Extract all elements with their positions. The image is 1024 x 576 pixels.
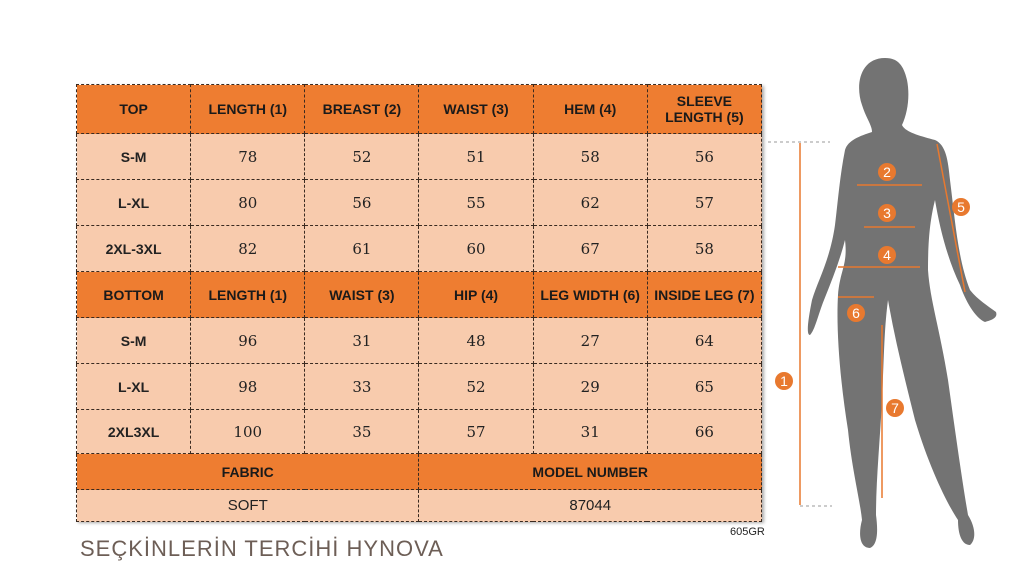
measurement-value: 61 (304, 225, 420, 272)
measurement-value: 82 (190, 225, 306, 272)
measurement-value: 51 (418, 133, 534, 180)
measurement-value: 62 (532, 179, 648, 226)
measurement-value: 57 (646, 179, 763, 226)
marker-circle (878, 163, 896, 181)
header-cell: WAIST (3) (418, 84, 534, 134)
measurement-value: 66 (646, 409, 763, 454)
measurement-value: 52 (418, 363, 534, 410)
model-number-header: MODEL NUMBER (418, 453, 762, 490)
header-cell: LENGTH (1) (190, 271, 306, 318)
measurement-value: 98 (190, 363, 306, 410)
measurement-value: 48 (418, 317, 534, 364)
measurement-value: 52 (304, 133, 420, 180)
measurement-value: 100 (190, 409, 306, 454)
fabric-header: FABRIC (75, 453, 420, 490)
measurement-lines (768, 141, 966, 507)
measurement-value: 31 (304, 317, 420, 364)
measurement-value: 31 (532, 409, 648, 454)
measurement-value: 96 (190, 317, 306, 364)
marker-circle (886, 399, 904, 417)
watermark: SEÇKİNLERİN TERCİHİ HYNOVA (80, 536, 444, 561)
product-code: 605GR (730, 526, 765, 538)
marker-number: 3 (883, 205, 891, 221)
markers: 1 2 3 4 5 6 7 (775, 163, 970, 417)
size-row: S-M 78 52 51 58 56 (75, 133, 763, 180)
header-cell: TOP (75, 84, 192, 134)
measurement-value: 27 (532, 317, 648, 364)
size-row: 2XL3XL 100 35 57 31 66 (75, 409, 763, 454)
size-row: L-XL 80 56 55 62 57 (75, 179, 763, 226)
measurement-value: 78 (190, 133, 306, 180)
header-cell: LENGTH (1) (190, 84, 306, 134)
marker-number: 5 (957, 199, 965, 215)
measurement-value: 57 (418, 409, 534, 454)
fabric-value: SOFT (75, 489, 420, 522)
measurement-value: 56 (646, 133, 763, 180)
header-cell: INSIDE LEG (7) (646, 271, 763, 318)
marker-circle (878, 246, 896, 264)
bottom-header-row: BOTTOM LENGTH (1) WAIST (3) HIP (4) LEG … (75, 271, 763, 318)
measurement-value: 80 (190, 179, 306, 226)
header-cell: HEM (4) (532, 84, 648, 134)
marker-number: 6 (852, 305, 860, 321)
size-label: 2XL3XL (75, 409, 192, 454)
measurement-value: 65 (646, 363, 763, 410)
measurement-value: 56 (304, 179, 420, 226)
body-measurement-figure: 1 2 3 4 5 6 7 (768, 58, 997, 548)
marker-circle (775, 372, 793, 390)
measurement-value: 67 (532, 225, 648, 272)
model-number-value: 87044 (418, 489, 762, 522)
header-cell: HIP (4) (418, 271, 534, 318)
measurement-value: 55 (418, 179, 534, 226)
measurement-value: 60 (418, 225, 534, 272)
measurement-value: 35 (304, 409, 420, 454)
header-cell: SLEEVE LENGTH (5) (646, 84, 763, 134)
info-header-row: FABRIC MODEL NUMBER (75, 453, 762, 490)
header-cell: WAIST (3) (304, 271, 420, 318)
size-row: L-XL 98 33 52 29 65 (75, 363, 763, 410)
marker-number: 1 (780, 373, 788, 389)
marker-number: 7 (891, 400, 899, 416)
top-header-row: TOP LENGTH (1) BREAST (2) WAIST (3) HEM … (75, 84, 763, 134)
size-label: S-M (75, 133, 192, 180)
marker-circle (878, 204, 896, 222)
measurement-value: 29 (532, 363, 648, 410)
size-label: S-M (75, 317, 192, 364)
measurement-value: 58 (532, 133, 648, 180)
header-cell: LEG WIDTH (6) (532, 271, 648, 318)
measurement-value: 58 (646, 225, 763, 272)
size-label: L-XL (75, 363, 192, 410)
silhouette (807, 58, 997, 548)
size-chart-table: TOP LENGTH (1) BREAST (2) WAIST (3) HEM … (75, 84, 763, 522)
size-row: S-M 96 31 48 27 64 (75, 317, 763, 364)
marker-number: 2 (883, 164, 891, 180)
marker-circle (847, 304, 865, 322)
size-row: 2XL-3XL 82 61 60 67 58 (75, 225, 763, 272)
size-label: L-XL (75, 179, 192, 226)
marker-number: 4 (883, 247, 891, 263)
marker-circle (952, 198, 970, 216)
measurement-value: 33 (304, 363, 420, 410)
header-cell: BREAST (2) (304, 84, 420, 134)
measurement-value: 64 (646, 317, 763, 364)
header-cell: BOTTOM (75, 271, 192, 318)
info-row: SOFT 87044 (75, 489, 762, 522)
size-label: 2XL-3XL (75, 225, 192, 272)
